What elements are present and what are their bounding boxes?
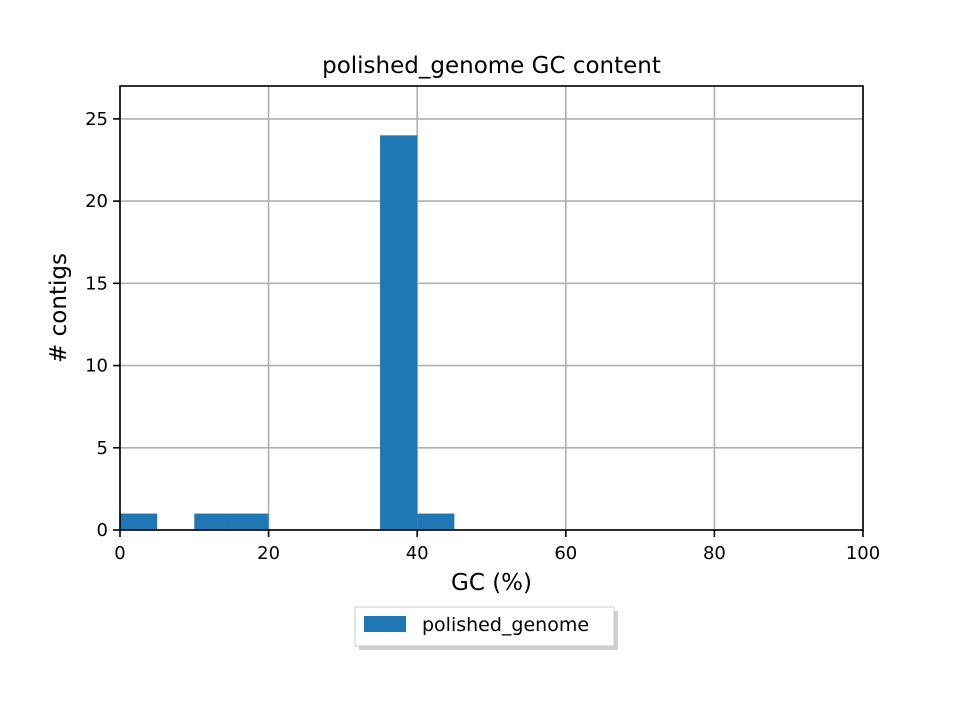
y-tick-label: 0 xyxy=(97,520,108,541)
y-tick-label: 25 xyxy=(85,109,108,130)
histogram-bar xyxy=(380,135,418,531)
histogram-bar xyxy=(194,513,232,530)
plot-frame xyxy=(119,85,864,531)
y-tick-label: 5 xyxy=(97,438,108,459)
y-tick-label: 10 xyxy=(85,356,108,377)
legend-label: polished_genome xyxy=(422,614,589,636)
x-tick-label: 0 xyxy=(114,543,125,564)
x-tick-label: 80 xyxy=(703,543,726,564)
histogram-bars xyxy=(120,135,455,531)
y-axis-label: # contigs xyxy=(46,253,72,363)
x-tick-label: 60 xyxy=(554,543,577,564)
y-axis-ticks: 0 5 10 15 20 25 xyxy=(85,109,120,541)
legend: polished_genome xyxy=(354,606,618,650)
histogram-bar xyxy=(417,513,455,530)
y-tick-label: 20 xyxy=(85,191,108,212)
x-axis-ticks: 0 20 40 60 80 100 xyxy=(114,530,880,564)
x-tick-label: 100 xyxy=(846,543,880,564)
x-axis-label: GC (%) xyxy=(451,570,532,596)
chart-title: polished_genome GC content xyxy=(322,53,661,79)
y-tick-label: 15 xyxy=(85,273,108,294)
x-tick-label: 20 xyxy=(257,543,280,564)
legend-swatch xyxy=(364,616,406,632)
histogram-bar xyxy=(120,513,158,530)
histogram-bar xyxy=(231,513,269,530)
x-tick-label: 40 xyxy=(406,543,429,564)
